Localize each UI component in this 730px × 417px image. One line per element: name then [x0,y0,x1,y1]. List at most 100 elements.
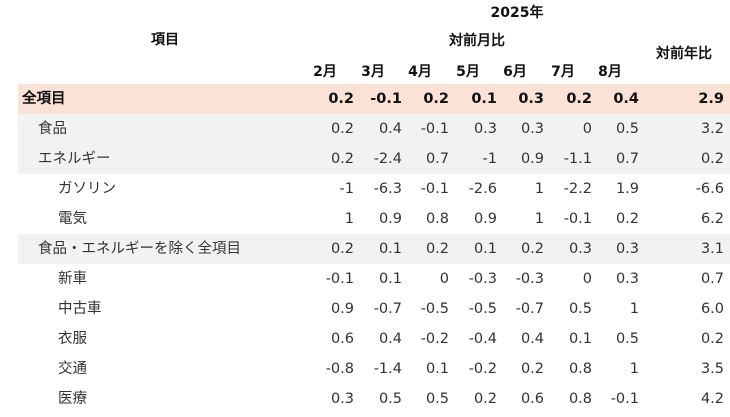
mom-value: -0.1 [420,181,449,197]
table-row: 中古車 0.9 -0.7 -0.5 -0.5 -0.7 0.5 1 6.0 [18,294,730,324]
mom-value: 0.5 [378,391,402,407]
year-header: 2025年 [490,5,544,21]
table-row: 衣服 0.6 0.4 -0.2 -0.4 0.4 0.1 0.5 0.2 [18,324,730,354]
mom-value: -0.2 [420,331,449,347]
mom-value: 0.1 [378,271,402,287]
mom-value: 0.3 [615,241,639,257]
mom-value: -0.3 [468,271,497,287]
month-header: 7月 [551,64,575,80]
mom-value: 0.9 [378,211,402,227]
mom-value: 0.5 [568,301,592,317]
table-row: ガソリン -1 -6.3 -0.1 -2.6 1 -2.2 1.9 -6.6 [18,174,730,204]
yoy-value: 0.2 [700,331,724,347]
mom-value: 1 [629,301,639,317]
mom-value: -0.7 [515,301,544,317]
mom-value: 0.3 [518,91,544,107]
mom-value: -0.4 [468,331,497,347]
yoy-value: 2.9 [698,91,724,107]
table-row: 食品・エネルギーを除く全項目 0.2 0.1 0.2 0.1 0.2 0.3 0.3 3.1 [18,234,730,264]
row-label: 交通 [58,361,87,377]
mom-value: 0.2 [566,91,592,107]
yoy-value: -6.6 [695,181,724,197]
mom-value: 0.7 [615,151,639,167]
mom-value: 0.8 [425,211,449,227]
month-header: 3月 [361,64,385,80]
mom-value: 0.2 [473,391,497,407]
mom-value: 0.9 [330,301,354,317]
mom-value: 0 [582,271,592,287]
mom-value: 0.5 [615,121,639,137]
row-label: エネルギー [38,151,111,167]
mom-value: -0.5 [468,301,497,317]
mom-value: 0.6 [520,391,544,407]
mom-value: 0.2 [520,241,544,257]
mom-value: 1 [534,211,544,227]
yoy-header: 対前年比 [656,46,712,62]
mom-value: -0.2 [468,361,497,377]
month-header: 5月 [456,64,480,80]
mom-value: -0.8 [325,361,354,377]
mom-value: 0.1 [471,91,497,107]
mom-value: 1.9 [615,181,639,197]
mom-value: 0.5 [615,331,639,347]
mom-value: -1 [339,181,354,197]
mom-value: 0 [582,121,592,137]
row-label: 医療 [58,391,87,407]
yoy-value: 3.2 [700,121,724,137]
mom-value: 0.2 [423,91,449,107]
table-row: 交通 -0.8 -1.4 0.1 -0.2 0.2 0.8 1 3.5 [18,354,730,384]
mom-value: 0.4 [378,331,402,347]
month-header: 6月 [503,64,527,80]
mom-value: -0.1 [610,391,639,407]
row-label: 電気 [58,211,87,227]
mom-value: 0.1 [378,241,402,257]
mom-value: -1.4 [373,361,402,377]
mom-value: 0.2 [615,211,639,227]
mom-value: -2.6 [468,181,497,197]
mom-value: 0.5 [425,391,449,407]
mom-value: -0.1 [420,121,449,137]
row-label: 中古車 [58,301,102,317]
mom-value: 0.9 [520,151,544,167]
mom-value: 0.1 [425,361,449,377]
mom-value: 0.3 [520,121,544,137]
mom-value: 0.3 [473,121,497,137]
table-row: 電気 1 0.9 0.8 0.9 1 -0.1 0.2 6.2 [18,204,730,234]
mom-value: -1 [482,151,497,167]
row-label: ガソリン [58,181,116,197]
mom-value: 1 [629,361,639,377]
mom-value: 0.2 [520,361,544,377]
yoy-value: 0.7 [700,271,724,287]
item-header: 項目 [151,32,179,48]
mom-value: 0.8 [568,391,592,407]
mom-value: 1 [534,181,544,197]
mom-value: -6.3 [373,181,402,197]
table-row: エネルギー 0.2 -2.4 0.7 -1 0.9 -1.1 0.7 0.2 [18,144,730,174]
mom-value: -2.4 [373,151,402,167]
month-header: 2月 [313,64,337,80]
mom-value: 0.3 [568,241,592,257]
month-header: 4月 [408,64,432,80]
mom-header: 対前月比 [449,33,505,49]
mom-value: 1 [344,211,354,227]
yoy-value: 3.1 [700,241,724,257]
mom-value: -0.3 [515,271,544,287]
mom-value: -0.7 [373,301,402,317]
mom-value: 0.1 [473,241,497,257]
mom-value: -2.2 [563,181,592,197]
mom-value: 0.2 [328,91,354,107]
mom-value: 0.4 [520,331,544,347]
mom-value: 0.3 [330,391,354,407]
table-row: 新車 -0.1 0.1 0 -0.3 -0.3 0 0.3 0.7 [18,264,730,294]
mom-value: 0.7 [425,151,449,167]
month-header: 8月 [598,64,622,80]
mom-value: -0.5 [420,301,449,317]
yoy-value: 6.0 [700,301,724,317]
mom-value: 0.2 [425,241,449,257]
table-row: 食品 0.2 0.4 -0.1 0.3 0.3 0 0.5 3.2 [18,114,730,144]
mom-value: -0.1 [325,271,354,287]
mom-value: 0 [439,271,449,287]
mom-value: 0.1 [568,331,592,347]
table-row: 医療 0.3 0.5 0.5 0.2 0.6 0.8 -0.1 4.2 [18,384,730,414]
row-label: 全項目 [22,91,66,107]
